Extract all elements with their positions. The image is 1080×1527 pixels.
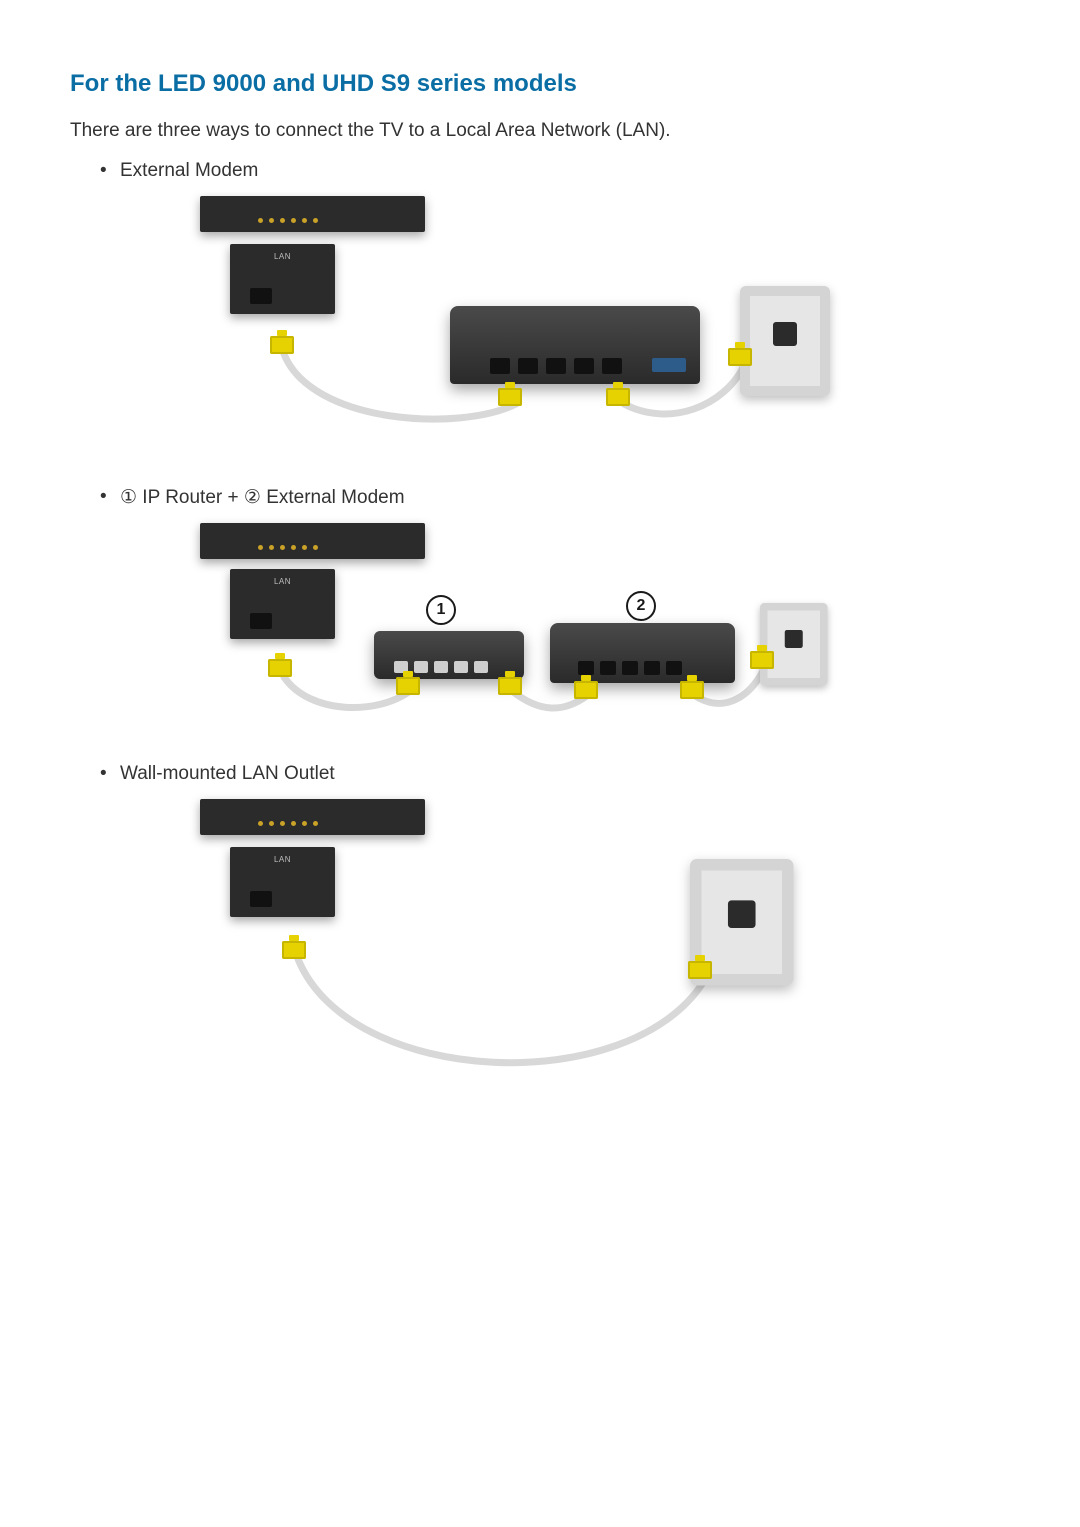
method-list: External Modem — [70, 160, 1020, 1109]
rj45-plug-icon — [498, 677, 522, 695]
rj45-plug-icon — [270, 336, 294, 354]
cable — [284, 677, 410, 708]
rj45-plug-icon — [688, 961, 712, 979]
method-label: ① IP Router + ② External Modem — [120, 487, 405, 508]
tv-lan-port-panel — [230, 244, 335, 314]
diagram-wall-outlet — [200, 799, 1020, 1109]
rj45-plug-icon — [574, 681, 598, 699]
rj45-plug-icon — [498, 388, 522, 406]
rj45-plug-icon — [282, 941, 306, 959]
diagram-router-modem: 1 2 — [200, 523, 1020, 733]
rj45-plug-icon — [396, 677, 420, 695]
section-heading: For the LED 9000 and UHD S9 series model… — [70, 70, 1020, 98]
external-modem — [450, 306, 700, 384]
diagram-external-modem — [200, 196, 1020, 456]
method-item: Wall-mounted LAN Outlet — [104, 763, 1020, 1109]
rj45-plug-icon — [728, 348, 752, 366]
rj45-plug-icon — [680, 681, 704, 699]
tv-connector-bar — [200, 196, 425, 232]
tv-lan-port-panel — [230, 847, 335, 917]
method-item: ① IP Router + ② External Modem 1 — [104, 486, 1020, 733]
rj45-plug-icon — [268, 659, 292, 677]
method-item: External Modem — [104, 160, 1020, 456]
callout-1-badge: 1 — [426, 595, 456, 625]
method-label: External Modem — [120, 160, 258, 181]
intro-text: There are three ways to connect the TV t… — [70, 120, 1020, 142]
external-modem — [550, 623, 735, 683]
tv-lan-port-panel — [230, 569, 335, 639]
rj45-plug-icon — [750, 651, 774, 669]
tv-connector-bar — [200, 523, 425, 559]
ip-router — [374, 631, 524, 679]
method-label: Wall-mounted LAN Outlet — [120, 763, 335, 784]
cable — [298, 959, 704, 1063]
wall-lan-outlet — [740, 286, 830, 396]
callout-2-badge: 2 — [626, 591, 656, 621]
wall-lan-outlet — [760, 603, 828, 686]
tv-connector-bar — [200, 799, 425, 835]
rj45-plug-icon — [606, 388, 630, 406]
